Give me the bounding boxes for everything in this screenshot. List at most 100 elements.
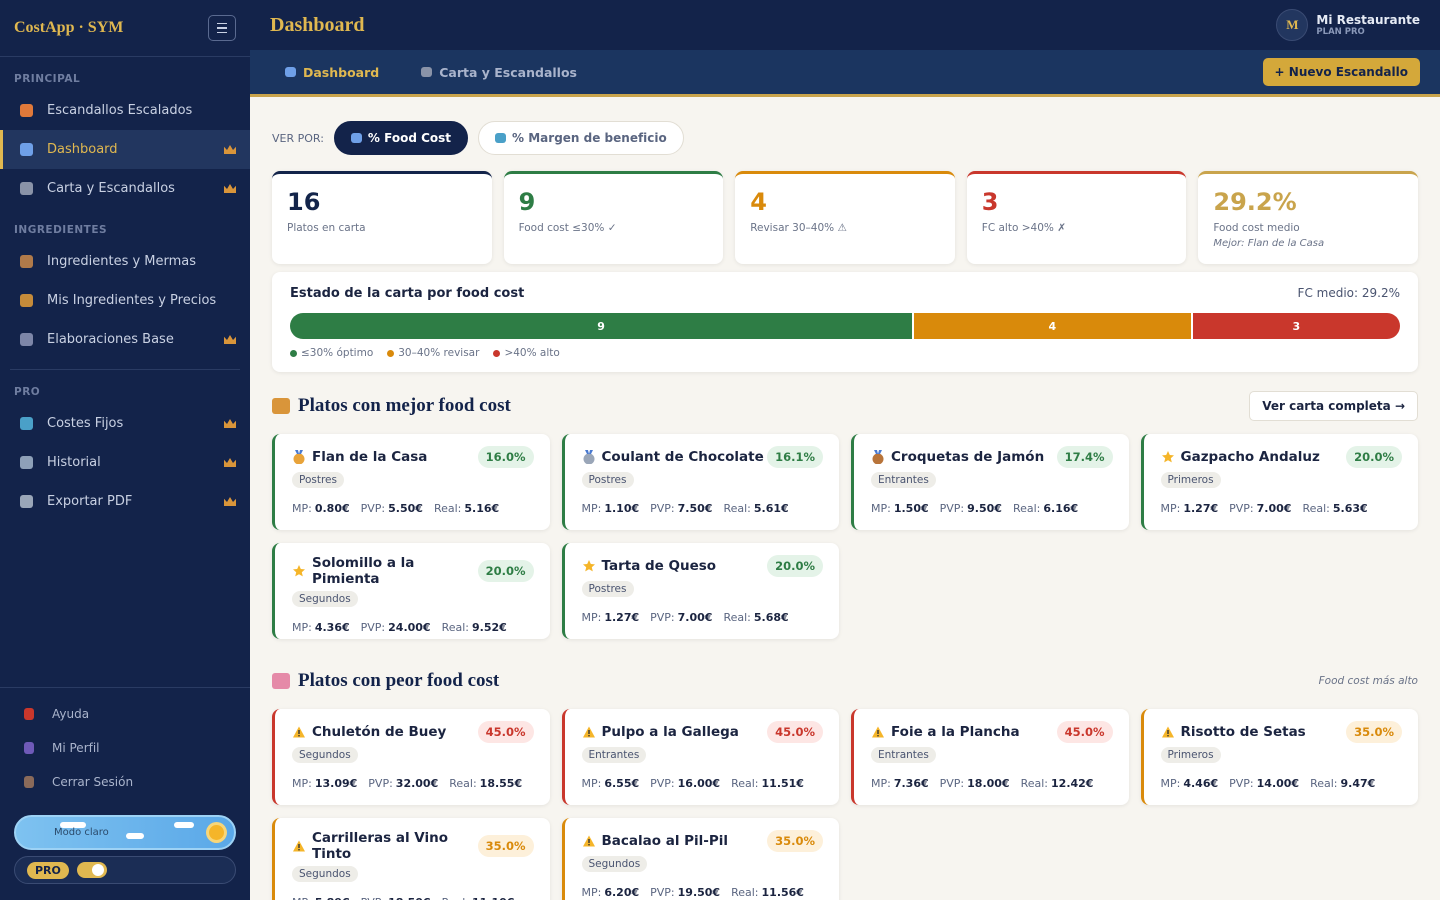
cost-value: 5.68€ — [753, 611, 789, 624]
user-menu[interactable]: M Mi Restaurante PLAN PRO — [1276, 9, 1420, 41]
cost-value: 11.56€ — [761, 886, 804, 899]
section-title: Platos con mejor food cost — [298, 395, 511, 416]
content: VER POR: % Food Cost % Margen de benefic… — [250, 97, 1440, 900]
dish-category: Postres — [292, 472, 344, 488]
dish-header: Carrilleras al Vino Tinto 35.0% — [292, 830, 534, 862]
menu-item[interactable]: Historial — [0, 443, 250, 482]
dish-icon — [1161, 451, 1174, 463]
cost-label: Real: — [1310, 777, 1338, 790]
plan-badge: PRO — [27, 861, 69, 879]
legend: ≤30% óptimo 30–40% revisar >40% alto — [290, 347, 1400, 359]
dish-card[interactable]: Croquetas de Jamón 17.4% Entrantes MP: 1.50€… — [851, 434, 1129, 530]
dish-card[interactable]: Gazpacho Andaluz 20.0% Primeros MP: 1.27€ PVP… — [1140, 434, 1418, 530]
dish-card[interactable]: Risotto de Setas 35.0% Primeros MP: 4.46€ PVP… — [1140, 709, 1418, 805]
footer-link[interactable]: Ayuda — [0, 697, 250, 731]
tab[interactable]: Carta y Escandallos — [421, 65, 577, 80]
dish-card[interactable]: Pulpo a la Gallega 45.0% Entrantes MP: 6.55€… — [561, 709, 839, 805]
dish-name: Solomillo a la Pimienta — [312, 555, 415, 587]
plan-toggle[interactable]: PRO — [14, 856, 236, 884]
menu-label: Elaboraciones Base — [47, 332, 174, 347]
cost-label: MP: — [581, 777, 602, 790]
stat-value: 3 — [981, 188, 999, 216]
food-cost-badge: 20.0% — [1346, 446, 1402, 468]
worst-dishes: Chuletón de Buey 45.0% Segundos MP: 13.09€ PV… — [272, 709, 1418, 900]
menu-item[interactable]: Ingredientes y Mermas — [0, 242, 250, 281]
cost-value: 13.09€ — [314, 777, 358, 790]
menu-item[interactable]: Elaboraciones Base — [0, 320, 250, 359]
tab[interactable]: Dashboard — [285, 65, 379, 80]
dish-icon — [872, 450, 884, 464]
dish-card[interactable]: Foie a la Plancha 45.0% Entrantes MP: 7.36€ P… — [851, 709, 1129, 805]
dish-costs: MP: 0.80€ PVP: 5.50€ Real: 5.16€ — [292, 502, 534, 515]
dish-costs: MP: 6.20€ PVP: 19.50€ Real: 11.56€ — [582, 886, 824, 899]
dish-card[interactable]: Bacalao al Pil-Pil 35.0% Segundos MP: 6.20€ P… — [561, 818, 839, 900]
menu-item[interactable]: Exportar PDF — [0, 482, 250, 521]
dish-card[interactable]: Carrilleras al Vino Tinto 35.0% Segundos MP… — [272, 818, 550, 900]
link-icon — [24, 742, 34, 754]
food-cost-badge: 20.0% — [767, 555, 823, 577]
view-all-button[interactable]: Ver carta completa → — [1249, 391, 1418, 421]
dish-category: Segundos — [292, 591, 358, 607]
brand-name: CostApp · SYM — [14, 19, 124, 36]
cost-label: MP: — [292, 777, 312, 790]
food-cost-badge: 16.0% — [477, 446, 534, 468]
footer-link[interactable]: Mi Perfil — [0, 731, 250, 765]
new-button[interactable]: + Nuevo Escandallo — [1262, 58, 1420, 86]
menu-icon — [20, 495, 33, 508]
cost-value: 9.52€ — [472, 621, 507, 634]
dish-card[interactable]: Chuletón de Buey 45.0% Segundos MP: 13.09€ PV… — [272, 709, 550, 805]
cost-label: PVP: — [939, 777, 965, 790]
stat-label: Revisar 30–40% ⚠ — [750, 222, 847, 234]
menu-item[interactable]: Escandallos Escalados — [0, 91, 250, 130]
dish-card[interactable]: Tarta de Queso 20.0% Postres MP: 1.27€ PVP: 7.… — [561, 543, 839, 639]
cost-value: 6.20€ — [604, 886, 640, 899]
cost-label: Real: — [441, 621, 470, 634]
dish-header: Risotto de Setas 35.0% — [1161, 721, 1402, 743]
legend-dot — [290, 349, 297, 357]
menu-icon — [20, 456, 33, 469]
cost-value: 1.50€ — [893, 502, 929, 515]
section-note: Food cost más alto — [1318, 675, 1418, 687]
menu-item[interactable]: Mis Ingredientes y Precios — [0, 281, 250, 320]
pro-crown — [224, 458, 236, 467]
food-cost-badge: 17.4% — [1056, 446, 1113, 468]
stat-card: 3 FC alto >40% ✗ — [966, 171, 1187, 264]
cost-label: MP: — [871, 777, 891, 790]
cost-value: 24.00€ — [388, 621, 431, 634]
sidebar: CostApp · SYM PRINCIPAL Escandallos Escal… — [0, 0, 250, 900]
menu-button[interactable] — [208, 15, 236, 41]
theme-toggle[interactable]: Modo claro — [14, 815, 236, 850]
cost-value: 11.51€ — [761, 777, 804, 790]
dish-card[interactable]: Flan de la Casa 16.0% Postres MP: 0.80€ PVP: 5… — [272, 434, 550, 530]
sidebar-footer: Ayuda Mi Perfil Cerrar Sesión Modo claro P… — [0, 687, 250, 884]
cost-label: MP: — [292, 621, 312, 634]
view-option[interactable]: % Margen de beneficio — [478, 121, 684, 155]
menu-item[interactable]: Costes Fijos — [0, 404, 250, 443]
dish-costs: MP: 13.09€ PVP: 32.00€ Real: 18.55€ — [292, 777, 534, 790]
dish-header: Gazpacho Andaluz 20.0% — [1161, 446, 1402, 468]
cost-label: Real: — [723, 611, 751, 624]
cost-label: MP: — [581, 611, 602, 624]
dish-header: Foie a la Plancha 45.0% — [871, 721, 1113, 743]
footer-link[interactable]: Cerrar Sesión — [0, 765, 250, 799]
dish-card[interactable]: Solomillo a la Pimienta 20.0% Segundos MP: 4… — [272, 543, 550, 639]
menu-item[interactable]: Carta y Escandallos — [0, 169, 250, 208]
link-label: Ayuda — [52, 707, 90, 721]
food-cost-badge: 45.0% — [767, 721, 823, 743]
divider — [10, 369, 240, 370]
view-option[interactable]: % Food Cost — [333, 121, 469, 155]
user-plan: PLAN PRO — [1316, 27, 1365, 37]
cost-label: MP: — [581, 502, 602, 515]
menu-item[interactable]: Dashboard — [0, 130, 250, 169]
dish-name: Bacalao al Pil-Pil — [601, 833, 729, 849]
dish-icon — [582, 560, 595, 572]
cost-value: 1.27€ — [1183, 502, 1219, 515]
dish-header: Tarta de Queso 20.0% — [582, 555, 823, 577]
topbar: Dashboard M Mi Restaurante PLAN PRO — [250, 0, 1440, 50]
stats: 16 Platos en carta 9 Food cost ≤30% ✓ 4 Revis… — [272, 171, 1418, 264]
dish-card[interactable]: Coulant de Chocolate 16.1% Postres MP: 1.10€… — [561, 434, 839, 530]
food-cost-badge: 35.0% — [1346, 721, 1402, 743]
cost-value: 5.89€ — [315, 896, 350, 900]
menu-icon — [20, 294, 33, 307]
